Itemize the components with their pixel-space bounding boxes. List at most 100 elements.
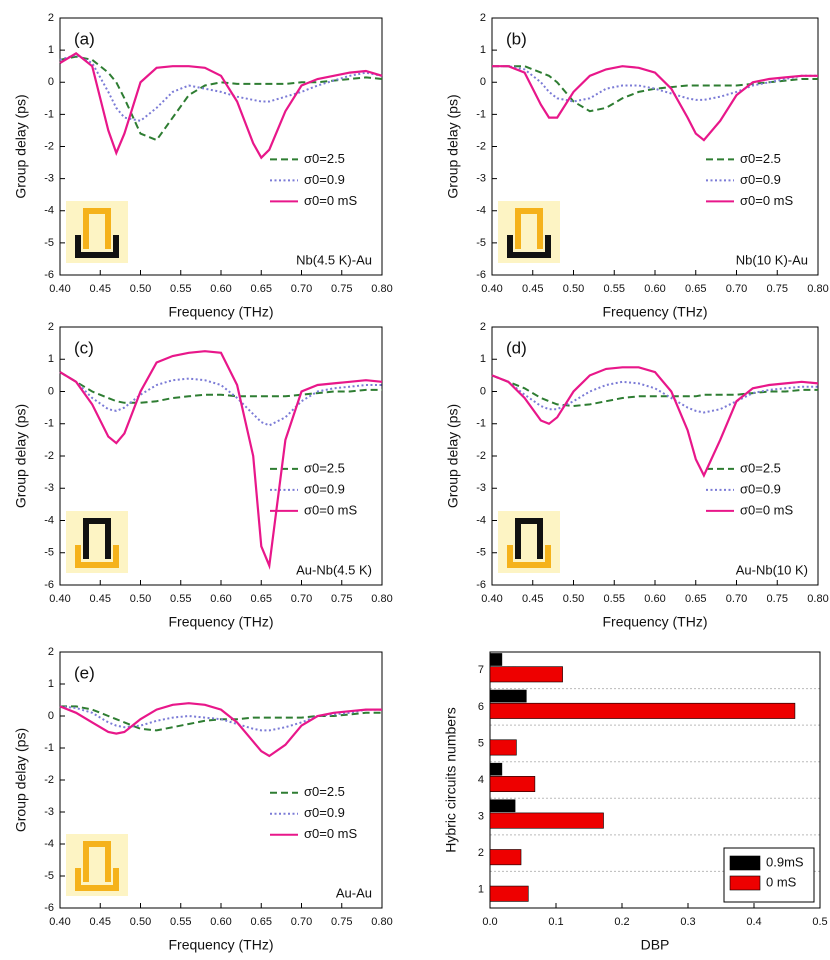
x-tick-label: 0.60 [210, 593, 231, 605]
x-tick-label: 0.80 [371, 283, 392, 295]
y-tick-label: -3 [44, 173, 54, 185]
inset-bottom [75, 235, 119, 258]
y-tick-label: 0 [480, 76, 486, 88]
y-tick-label: -1 [44, 108, 54, 120]
legend-label: 0 mS [766, 874, 797, 889]
y-tick-label: 1 [480, 353, 486, 365]
y-tick-label: 2 [478, 847, 484, 859]
x-tick-label: 0.55 [170, 593, 191, 605]
y-tick-label: -4 [476, 205, 486, 217]
x-tick-label: 0.45 [90, 593, 111, 605]
x-tick-label: 0.70 [291, 916, 312, 928]
bar [489, 776, 536, 793]
x-tick-label: 0.1 [548, 916, 563, 928]
y-axis-label: Group delay (ps) [445, 94, 461, 198]
y-tick-label: -3 [44, 806, 54, 818]
y-axis-label: Hybric circuits numbers [443, 707, 459, 852]
annotation: Nb(10 K)-Au [736, 252, 808, 267]
x-tick-label: 0.80 [371, 916, 392, 928]
bar [489, 799, 516, 813]
series-line [59, 702, 382, 758]
inset-top [515, 518, 543, 559]
legend-label: σ0=0 mS [304, 193, 358, 208]
bar [489, 739, 517, 756]
x-tick-label: 0.60 [644, 283, 665, 295]
y-tick-label: -4 [44, 514, 54, 526]
y-tick-label: 1 [478, 884, 484, 896]
inset-top [83, 208, 111, 249]
y-tick-label: -1 [44, 742, 54, 754]
inset-bottom [75, 545, 119, 568]
series-line [492, 65, 818, 113]
x-tick-label: 0.50 [563, 593, 584, 605]
y-axis-label: Group delay (ps) [13, 728, 29, 832]
bar [489, 702, 796, 719]
bar [489, 885, 529, 902]
bar [489, 812, 604, 829]
y-tick-label: -1 [476, 418, 486, 430]
series-line [59, 371, 382, 427]
y-tick-label: -4 [44, 205, 54, 217]
y-tick-label: -4 [44, 838, 54, 850]
panel-label: (a) [74, 29, 95, 48]
legend-label: σ0=2.5 [304, 460, 345, 475]
x-tick-label: 0.40 [481, 283, 502, 295]
x-tick-label: 0.70 [726, 283, 747, 295]
x-tick-label: 0.65 [251, 916, 272, 928]
x-tick-label: 0.3 [680, 916, 695, 928]
legend-label: σ0=2.5 [740, 151, 781, 166]
x-tick-label: 0.70 [291, 593, 312, 605]
series-line [59, 705, 382, 732]
annotation: Au-Nb(4.5 K) [296, 562, 372, 577]
x-tick-label: 0.50 [130, 593, 151, 605]
x-tick-label: 0.65 [685, 593, 706, 605]
y-tick-label: -6 [476, 579, 486, 591]
annotation: Au-Au [336, 885, 372, 900]
x-tick-label: 0.60 [644, 593, 665, 605]
x-tick-label: 0.50 [563, 283, 584, 295]
inset-top [515, 208, 543, 249]
legend-label: σ0=2.5 [304, 151, 345, 166]
panel-label: (c) [74, 338, 94, 357]
x-tick-label: 0.55 [604, 283, 625, 295]
legend-label: σ0=0.9 [740, 172, 781, 187]
x-axis-label: DBP [641, 937, 670, 953]
series-line [491, 374, 818, 414]
y-tick-label: -1 [44, 418, 54, 430]
panel-label: (e) [74, 663, 95, 682]
x-tick-label: 0.40 [49, 593, 70, 605]
annotation: Nb(4.5 K)-Au [296, 252, 372, 267]
bar [489, 689, 527, 703]
legend-label: σ0=2.5 [740, 460, 781, 475]
y-tick-label: 2 [480, 12, 486, 24]
legend-label: σ0=0.9 [740, 481, 781, 496]
inset-bottom [507, 235, 551, 258]
y-tick-label: 7 [478, 664, 484, 676]
y-tick-label: -5 [476, 547, 486, 559]
panel-label: (b) [506, 29, 527, 48]
x-tick-label: 0.50 [130, 283, 151, 295]
x-tick-label: 0.5 [812, 916, 827, 928]
x-axis-label: Frequency (THz) [168, 304, 273, 320]
y-tick-label: 6 [478, 701, 484, 713]
series-line [59, 51, 383, 160]
y-tick-label: -2 [44, 774, 54, 786]
x-tick-label: 0.50 [130, 916, 151, 928]
x-tick-label: 0.80 [807, 593, 828, 605]
y-tick-label: -6 [476, 269, 486, 281]
series-line [59, 371, 382, 404]
y-tick-label: 0 [480, 385, 486, 397]
legend-label: σ0=2.5 [304, 784, 345, 799]
y-tick-label: -5 [44, 547, 54, 559]
x-tick-label: 0.70 [291, 283, 312, 295]
y-tick-label: 3 [478, 810, 484, 822]
x-tick-label: 0.75 [331, 283, 352, 295]
y-tick-label: -5 [44, 870, 54, 882]
y-tick-label: 0 [48, 710, 54, 722]
x-tick-label: 0.65 [251, 283, 272, 295]
x-tick-label: 0.60 [210, 916, 231, 928]
y-tick-label: -2 [44, 450, 54, 462]
y-tick-label: 1 [48, 678, 54, 690]
series-line [492, 65, 818, 142]
